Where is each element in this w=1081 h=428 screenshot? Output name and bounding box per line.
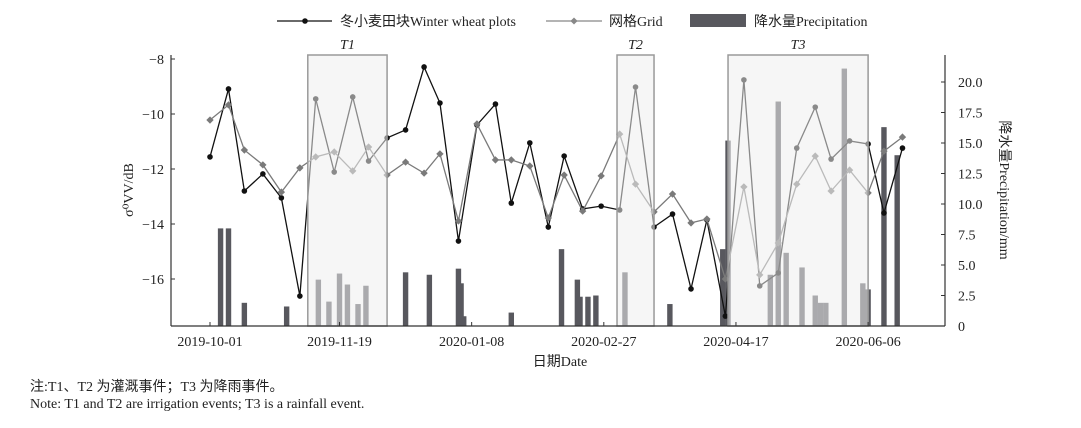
wheat-marker xyxy=(508,200,515,206)
wheat-marker xyxy=(297,293,303,299)
legend-grid-marker xyxy=(570,17,578,25)
grid-marker xyxy=(240,146,249,154)
wheat-marker xyxy=(455,238,462,244)
precipitation-bar xyxy=(426,274,433,326)
wheat-marker xyxy=(241,188,248,194)
y-right-tick-label: 12.5 xyxy=(958,168,983,183)
wheat-marker xyxy=(437,100,443,106)
y-right-tick-label: 15.0 xyxy=(958,137,983,152)
y-right-tick-label: 10.0 xyxy=(958,198,983,213)
y-left-tick-label: −10 xyxy=(142,108,164,123)
grid-marker xyxy=(721,275,730,283)
precipitation-bar xyxy=(577,296,583,326)
precipitation-bar xyxy=(225,228,232,326)
x-tick-label: 2020-01-08 xyxy=(439,335,504,350)
y-right-tick-label: 17.5 xyxy=(958,107,983,122)
legend-wheat-marker xyxy=(302,18,308,24)
grid-marker xyxy=(526,162,534,170)
wheat-marker xyxy=(527,140,533,146)
note-english: Note: T1 and T2 are irrigation events; T… xyxy=(30,397,365,412)
y-right-tick-label: 2.5 xyxy=(958,290,976,305)
grid-marker xyxy=(491,156,500,164)
event-box-T3 xyxy=(727,54,869,327)
wheat-marker xyxy=(492,101,499,107)
wheat-marker xyxy=(688,286,694,292)
y-right-tick-label: 7.5 xyxy=(958,229,976,244)
legend-grid-label: 网格Grid xyxy=(609,14,663,30)
y-right-tick-label: 20.0 xyxy=(958,76,983,91)
y-right-tick-label: 5.0 xyxy=(958,259,976,274)
grid-marker xyxy=(544,214,552,222)
wheat-marker xyxy=(402,127,409,133)
grid-marker xyxy=(420,169,428,177)
precipitation-bar xyxy=(402,272,409,326)
y-right-tick-label: 0 xyxy=(958,320,965,335)
wheat-marker xyxy=(561,153,567,159)
grid-marker xyxy=(703,215,711,223)
wheat-marker xyxy=(881,210,887,216)
grid-marker xyxy=(277,188,286,196)
wheat-marker xyxy=(207,154,213,160)
grid-marker xyxy=(560,171,568,179)
precipitation-bar xyxy=(585,296,591,326)
grid-marker xyxy=(436,150,444,158)
wheat-marker xyxy=(278,195,285,201)
x-tick-label: 2020-04-17 xyxy=(703,335,768,350)
wheat-marker xyxy=(598,203,604,209)
precipitation-bar xyxy=(283,306,290,326)
grid-marker xyxy=(401,158,410,166)
x-tick-label: 2019-10-01 xyxy=(177,335,242,350)
grid-marker xyxy=(578,207,587,215)
grid-marker xyxy=(473,120,481,128)
wheat-marker xyxy=(669,211,676,217)
x-tick-label: 2020-06-06 xyxy=(835,335,900,350)
wheat-marker xyxy=(545,224,552,230)
wheat-marker xyxy=(899,145,906,151)
y-left-tick-label: −14 xyxy=(142,218,164,233)
legend-precipitation-label: 降水量Precipitation xyxy=(754,14,868,30)
legend-precipitation-swatch xyxy=(690,14,746,27)
grid-marker xyxy=(507,156,515,164)
y-left-tick-label: −12 xyxy=(142,163,164,178)
grid-marker xyxy=(206,116,214,124)
grid-marker xyxy=(880,147,888,155)
wheat-marker xyxy=(225,86,232,92)
precipitation-bar xyxy=(881,127,887,326)
precipitation-bar xyxy=(241,302,248,326)
precipitation-bar xyxy=(894,155,900,326)
y-left-tick-label: −8 xyxy=(149,53,164,68)
event-label-T2: T2 xyxy=(628,38,643,53)
precipitation-bar xyxy=(217,228,224,326)
note-chinese: 注:T1、T2 为灌溉事件；T3 为降雨事件。 xyxy=(30,380,284,395)
legend-wheat-label: 冬小麦田块Winter wheat plots xyxy=(340,14,516,30)
grid-marker xyxy=(898,133,907,141)
x-tick-label: 2020-02-27 xyxy=(571,335,636,350)
x-tick-label: 2019-11-19 xyxy=(307,335,372,350)
precipitation-bar xyxy=(593,295,599,326)
precipitation-bar xyxy=(720,249,726,326)
grid-marker xyxy=(224,101,233,109)
precipitation-bar xyxy=(558,249,565,326)
precipitation-bar xyxy=(458,283,464,326)
grid-marker xyxy=(597,172,605,180)
x-axis-label: 日期Date xyxy=(533,354,587,370)
precipitation-bar xyxy=(667,304,673,326)
event-label-T1: T1 xyxy=(340,38,355,53)
precipitation-bar xyxy=(508,312,515,326)
grid-marker xyxy=(668,190,677,198)
precipitation-bar xyxy=(461,316,467,326)
wheat-marker xyxy=(421,64,427,70)
wheat-marker xyxy=(722,313,729,319)
event-box-T1 xyxy=(307,54,388,327)
grid-marker xyxy=(687,219,695,227)
y-axis-right-label: 降水量Precipitation/mm xyxy=(996,120,1012,259)
wheat-marker xyxy=(260,171,266,177)
event-box-T2 xyxy=(616,54,655,327)
y-axis-left-label: σ⁰VV/dB xyxy=(122,163,137,217)
event-label-T3: T3 xyxy=(791,38,806,53)
y-left-tick-label: −16 xyxy=(142,273,164,288)
